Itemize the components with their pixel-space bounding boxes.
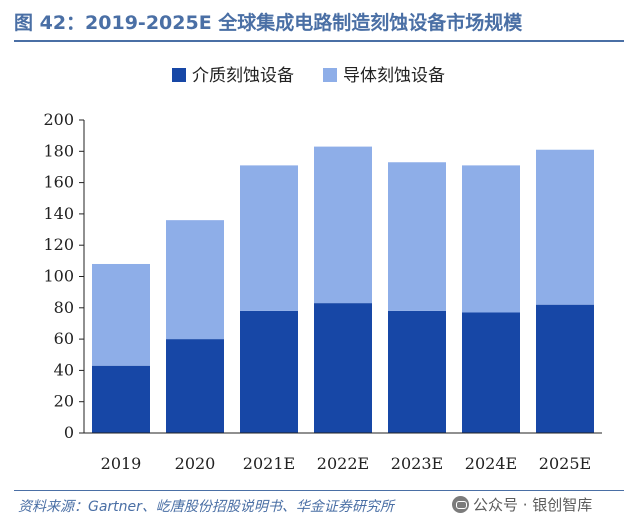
bar-dielectric-2021E	[240, 310, 298, 433]
x-tick-label: 2022E	[317, 454, 369, 473]
x-axis: 2019 2020 2021E 2022E 2023E 2024E 2025E	[84, 432, 602, 473]
watermark-text: 公众号 · 银创智库	[473, 496, 593, 514]
x-tick-label: 2023E	[391, 454, 443, 473]
footer-divider	[14, 490, 624, 491]
legend-swatch-2	[323, 68, 337, 82]
y-tick-label: 80	[54, 298, 74, 317]
bar-dielectric-2022E	[314, 303, 372, 433]
x-tick-label: 2019	[101, 454, 142, 473]
y-tick-label: 160	[43, 173, 74, 192]
y-tick-label: 40	[54, 360, 74, 379]
bar-dielectric-2024E	[462, 312, 520, 433]
y-axis: 0 20 40 60 80 100 120 140 160 180 200	[43, 110, 85, 442]
bar-dielectric-2025E	[536, 304, 594, 433]
bar-conductor-2024E	[462, 165, 520, 313]
y-tick-label: 60	[54, 329, 74, 348]
wechat-icon	[452, 496, 469, 513]
legend-label-1: 介质刻蚀设备	[192, 66, 294, 86]
y-tick-label: 0	[64, 423, 74, 442]
legend-swatch-1	[172, 68, 186, 82]
legend: 介质刻蚀设备 导体刻蚀设备	[172, 66, 445, 86]
figure-title: 图 42：2019-2025E 全球集成电路制造刻蚀设备市场规模	[14, 12, 523, 34]
bar-dielectric-2023E	[388, 310, 446, 433]
y-tick-label: 140	[43, 204, 74, 223]
y-tick-label: 180	[43, 141, 74, 160]
bar-dielectric-2020	[166, 339, 224, 433]
y-tick-label: 20	[54, 392, 74, 411]
x-tick-label: 2025E	[539, 454, 591, 473]
y-tick-label: 100	[43, 267, 74, 286]
bar-conductor-2021E	[240, 165, 298, 311]
y-tick-label: 200	[43, 110, 74, 129]
x-tick-label: 2024E	[465, 454, 517, 473]
bar-conductor-2020	[166, 220, 224, 340]
y-tick-label: 120	[43, 235, 74, 254]
source-note: 资料来源：Gartner、屹唐股份招股说明书、华金证券研究所	[18, 499, 394, 515]
watermark: 公众号 · 银创智库	[452, 494, 592, 516]
bar-conductor-2019	[92, 263, 150, 366]
bars	[92, 146, 594, 433]
bar-conductor-2025E	[536, 149, 594, 305]
x-tick-label: 2020	[175, 454, 216, 473]
bar-dielectric-2019	[92, 365, 150, 433]
x-tick-label: 2021E	[243, 454, 295, 473]
legend-label-2: 导体刻蚀设备	[343, 66, 445, 86]
title-divider	[14, 40, 624, 42]
bar-conductor-2022E	[314, 146, 372, 304]
bar-conductor-2023E	[388, 162, 446, 311]
